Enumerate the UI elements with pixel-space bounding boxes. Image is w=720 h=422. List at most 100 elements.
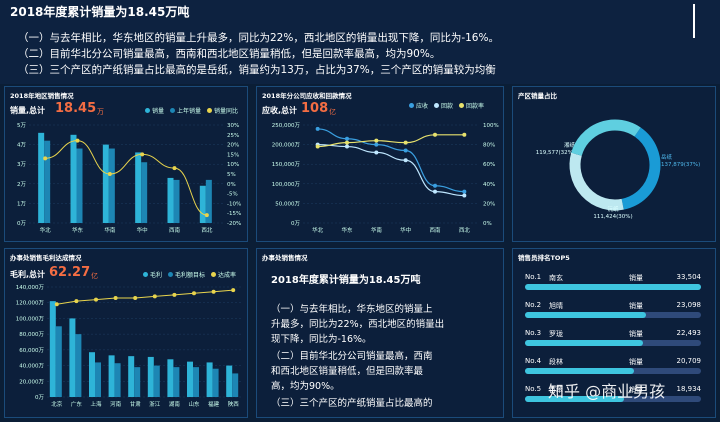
bar-gross-profit: [108, 355, 115, 397]
region-sales-chart: 5万 4万 3万 2万 1万 0万 30% 25% 20% 15% 10% 5% 0% -5% -10% -1…: [17, 122, 241, 234]
bar-target: [134, 367, 141, 397]
y2-tick-label: 20%: [227, 143, 239, 149]
point-series-2: [315, 144, 320, 149]
bar-gross-profit: [128, 356, 135, 397]
region-share-title: 产区销量占比: [518, 92, 557, 100]
x-tick-label: 广东: [71, 400, 83, 408]
summary-line-1: （一）与去年相比，华东地区的销量上升最多，同比为22%，西北地区的销量出现下降，…: [18, 32, 499, 44]
point-series-1: [462, 193, 467, 198]
point-series-2: [374, 138, 379, 143]
point-achieve-rate: [54, 302, 59, 307]
bar-target: [55, 326, 62, 397]
office-profit-chart: 140,000万 120,000万 100,000万 80,000万 60,000万 40…: [16, 284, 243, 408]
rank-row[interactable]: No.1 南玄 销量 33,504: [525, 273, 720, 293]
point-achieve-rate: [74, 299, 79, 304]
x-tick-label: 华中: [400, 226, 411, 234]
legend-item-received[interactable]: 回款: [434, 101, 453, 110]
legend-item-sales[interactable]: 销量: [145, 106, 164, 115]
bar-target: [75, 334, 82, 397]
region-kpi-label: 销量,总计: [10, 106, 46, 115]
rank-row[interactable]: No.5 苗苯 销量 18,934: [525, 385, 720, 405]
office-profit-panel: 办事处销售毛利达成情况 毛利,总计 62.27 亿 毛利 毛利额目标 达成率 1…: [4, 248, 248, 418]
point-yoy: [172, 166, 177, 171]
bar-last-year: [141, 162, 148, 223]
office-text-title: 办事处销售情况: [262, 254, 308, 262]
summary-title: 2018年度累计销量为18.45万吨: [10, 5, 190, 19]
region-legend: 销量 上年销量 销量同比: [145, 106, 238, 115]
bar-sales: [102, 144, 109, 223]
x-tick-label: 山东: [188, 400, 200, 408]
sales-label: 销量: [629, 330, 643, 338]
line-series-1: [317, 144, 465, 197]
bar-last-year: [205, 179, 212, 223]
sales-value: 33,504: [676, 273, 702, 281]
legend-item-rate[interactable]: 回款率: [459, 101, 484, 110]
progress-fill: [525, 284, 701, 290]
y-tick-label: 50,000万: [275, 200, 300, 207]
rank-row[interactable]: No.3 罗珑 销量 22,493: [525, 329, 720, 349]
x-tick-label: 华南: [104, 226, 116, 234]
x-tick-label: 福建: [208, 400, 220, 408]
office-text-line-3: 现下降，同比为-16%。: [271, 334, 372, 345]
office-text-line-5: 和西北地区销量稍低，但是回款率最: [271, 366, 424, 377]
legend-item-achieve[interactable]: 达成率: [211, 270, 236, 279]
office-text-panel: 办事处销售情况 2018年度累计销量为18.45万吨 （一）与去年相比，华东地区…: [256, 248, 504, 418]
bar-gross-profit: [89, 352, 95, 397]
office-profit-title: 办事处销售毛利达成情况: [10, 254, 82, 262]
salesperson-name: 罗珑: [549, 330, 563, 338]
x-tick-label: 西南: [429, 226, 441, 234]
rank-row[interactable]: No.2 旭晴 销量 23,098: [525, 301, 720, 321]
office-legend: 毛利 毛利额目标 达成率: [143, 270, 236, 279]
rank-row[interactable]: No.4 段林 销量 20,709: [525, 357, 720, 377]
point-yoy: [140, 152, 145, 157]
bar-target: [114, 363, 121, 397]
rank-number: No.1: [525, 273, 542, 281]
bar-gross-profit: [187, 361, 193, 397]
y-tick-label: 20,000万: [19, 378, 44, 385]
x-tick-label: 河南: [110, 400, 122, 408]
y-tick-label: 250,000万: [272, 122, 301, 129]
salesperson-name: 旭晴: [549, 302, 563, 310]
y2-tick-label: 10%: [227, 162, 239, 168]
point-achieve-rate: [133, 296, 138, 300]
office-text-line-6: 高，均为90%。: [271, 381, 340, 392]
y2-tick-label: 5%: [227, 172, 236, 178]
y-tick-label: 2万: [17, 181, 26, 188]
bar-last-year: [108, 148, 115, 223]
point-achieve-rate: [231, 288, 236, 293]
region-kpi-value: 18.45: [55, 101, 97, 116]
point-series-0: [315, 126, 320, 131]
legend-item-yoy[interactable]: 销量同比: [207, 106, 238, 115]
x-tick-label: 西北: [459, 226, 471, 234]
x-tick-label: 华北: [40, 226, 52, 234]
receivables-title: 2018年分公司应收和回款情况: [262, 92, 352, 100]
bar-target: [232, 373, 239, 397]
legend-item-ar[interactable]: 应收: [409, 101, 428, 110]
sales-value: 18,934: [676, 385, 702, 393]
salesperson-name: 苗苯: [549, 386, 563, 394]
slice-name-label: 湘纸: [564, 141, 576, 149]
progress-track: [525, 368, 701, 374]
bar-gross-profit: [69, 318, 76, 397]
sales-label: 销量: [629, 274, 643, 282]
point-series-2: [403, 140, 408, 145]
donut-slice: [569, 152, 624, 211]
bar-target: [173, 367, 180, 397]
progress-track: [525, 340, 701, 346]
slice-name-label: 沅纸: [607, 205, 619, 213]
slice-name-label: 岳纸: [661, 153, 673, 161]
ar-kpi-unit: 亿: [329, 108, 336, 116]
salesperson-name: 南玄: [549, 274, 563, 282]
bar-sales: [167, 177, 174, 223]
legend-item-last[interactable]: 上年销量: [170, 106, 201, 115]
bar-sales: [199, 185, 206, 223]
progress-fill: [525, 312, 647, 318]
y2-tick-label: 60%: [483, 162, 495, 168]
legend-item-gp[interactable]: 毛利: [143, 270, 162, 279]
office-kpi-value: 62.27: [49, 265, 91, 280]
slice-value-label: 111,424(30%): [593, 214, 632, 220]
y2-tick-label: 0%: [227, 182, 236, 188]
point-series-1: [403, 158, 408, 163]
legend-item-target[interactable]: 毛利额目标: [168, 270, 205, 279]
sales-value: 20,709: [676, 357, 702, 365]
